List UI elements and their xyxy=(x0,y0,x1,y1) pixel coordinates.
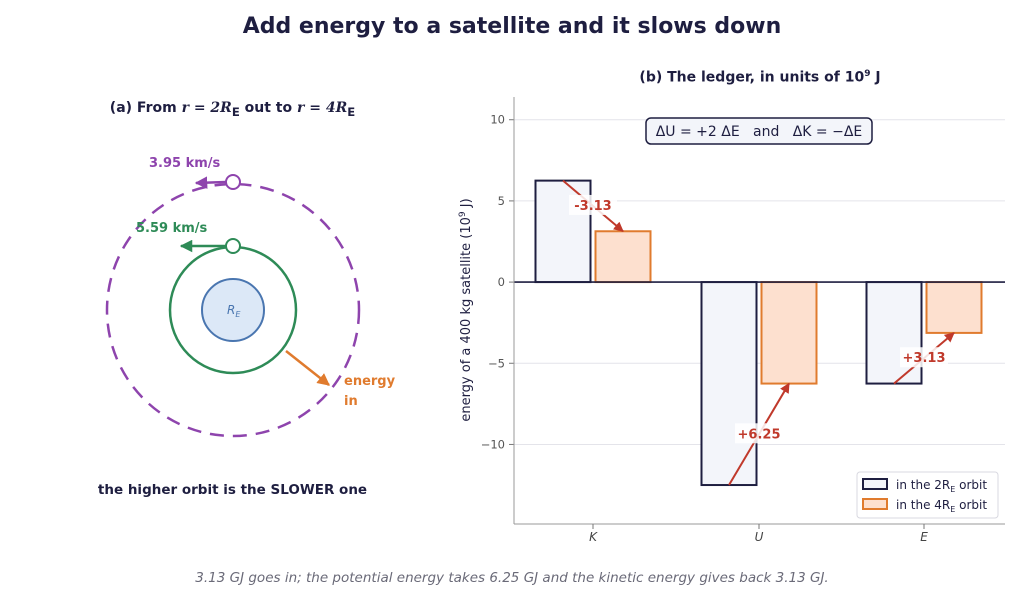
outer-satellite xyxy=(225,174,241,190)
bar-U-series-0 xyxy=(700,281,758,487)
left-panel-caption: the higher orbit is the SLOWER one xyxy=(97,482,368,498)
energy-in-label: energy in xyxy=(344,374,396,409)
x-tick-label-U: U xyxy=(755,530,764,544)
x-tick-label-K: K xyxy=(589,530,598,544)
legend-swatch-4re xyxy=(862,498,888,510)
y-tick-label: −10 xyxy=(481,437,505,451)
bar-E-series-1 xyxy=(925,281,983,334)
y-tick-label: 5 xyxy=(498,194,505,208)
svg-text:+6.25: +6.25 xyxy=(738,427,781,442)
y-tick-label: −5 xyxy=(488,356,505,370)
orbit-diagram: RE 3.95 km/s 5.59 km/s energy in xyxy=(105,156,396,438)
legend-swatch-2re xyxy=(862,478,888,490)
legend-label-4re: in the 4RE orbit xyxy=(896,498,987,514)
inner-speed-label: 5.59 km/s xyxy=(136,221,208,236)
energy-in-arrow xyxy=(285,350,330,386)
change-label-K: -3.13 xyxy=(569,194,617,215)
ylabel: energy of a 400 kg satellite (109 J) xyxy=(458,198,474,421)
change-label-E: +3.13 xyxy=(900,347,948,368)
y-tick-label: 10 xyxy=(490,113,505,127)
legend: in the 2RE orbit in the 4RE orbit xyxy=(856,471,999,519)
bar-K-series-1 xyxy=(594,230,652,284)
y-tick-label: 0 xyxy=(498,275,505,289)
inner-satellite xyxy=(225,238,241,254)
bar-U-series-1 xyxy=(760,281,818,385)
figure-title: Add energy to a satellite and it slows d… xyxy=(242,14,782,39)
earth-label: RE xyxy=(227,303,241,319)
svg-text:-3.13: -3.13 xyxy=(574,199,611,214)
svg-text:ΔU = +2 ΔE and ΔK = −ΔE: ΔU = +2 ΔE and ΔK = −ΔE xyxy=(656,124,863,140)
left-panel-title: (a) From r = 2RE out to r = 4RE xyxy=(109,100,356,119)
relation-annotation: ΔU = +2 ΔE and ΔK = −ΔE xyxy=(645,117,873,145)
outer-speed-label: 3.95 km/s xyxy=(149,156,221,171)
svg-text:+3.13: +3.13 xyxy=(903,351,946,366)
figure-footer: 3.13 GJ goes in; the potential energy ta… xyxy=(195,570,829,586)
svg-text:energy of a 400 kg satellite: energy of a 400 kg satellite (109 J) xyxy=(458,198,474,421)
chart-title: (b) The ledger, in units of 109 J xyxy=(639,69,881,86)
legend-label-2re: in the 2RE orbit xyxy=(896,478,987,494)
change-label-U: +6.25 xyxy=(735,423,783,444)
energy-ledger-chart: -3.13 +6.25 +3.13 10 5 0 −5 −10 K U E energy of a… xyxy=(458,97,1005,544)
outer-velocity-arrow xyxy=(194,176,227,189)
outer-orbit xyxy=(105,182,361,438)
earth-circle xyxy=(201,278,265,342)
x-tick-label-E: E xyxy=(920,530,928,544)
